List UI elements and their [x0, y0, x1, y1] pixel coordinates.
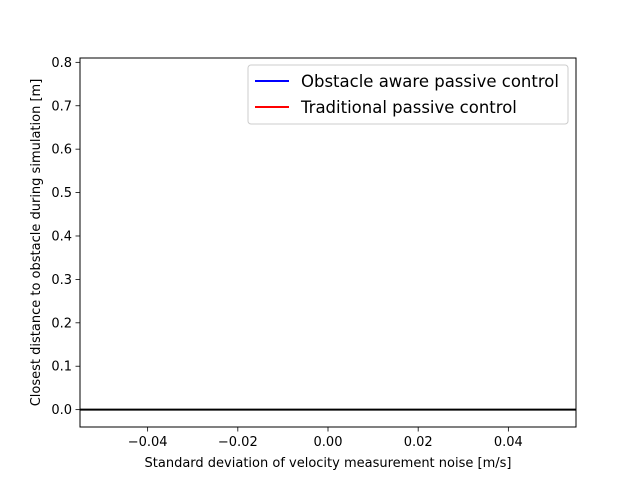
legend-box	[247, 64, 569, 125]
y-tick-label: 0.4	[51, 229, 72, 244]
plot-frame	[79, 57, 577, 428]
y-axis: 0.0 0.1 0.2 0.3 0.4 0.5 0.6 0.7 0.8	[51, 56, 80, 418]
x-tick-label: 0.02	[404, 435, 433, 450]
y-tick-label: 0.6	[51, 143, 72, 158]
y-tick-label: 0.0	[51, 403, 72, 418]
y-tick-label: 0.2	[51, 316, 72, 331]
y-tick-label: 0.8	[51, 56, 72, 71]
x-tick-label: −0.04	[128, 435, 168, 450]
legend: Obstacle aware passive control Tradition…	[247, 64, 569, 125]
x-tick-label: 0.00	[314, 435, 343, 450]
x-axis-label: Standard deviation of velocity measureme…	[145, 456, 512, 471]
x-tick-label: 0.04	[494, 435, 523, 450]
legend-label-traditional: Traditional passive control	[300, 98, 517, 117]
y-tick-label: 0.5	[51, 186, 72, 201]
y-tick-label: 0.1	[51, 360, 72, 375]
x-axis: −0.04 −0.02 0.00 0.02 0.04	[128, 427, 523, 450]
y-tick-label: 0.3	[51, 273, 72, 288]
y-axis-label: Closest distance to obstacle during simu…	[29, 79, 44, 407]
y-tick-label: 0.7	[51, 99, 72, 114]
x-tick-label: −0.02	[218, 435, 258, 450]
legend-label-obstacle-aware: Obstacle aware passive control	[301, 72, 559, 91]
